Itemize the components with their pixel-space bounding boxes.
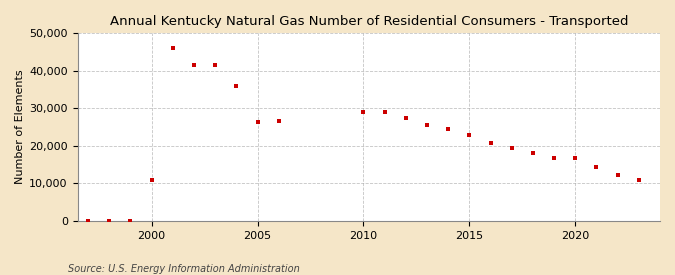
Point: [527, 151, 538, 156]
Point: [231, 84, 242, 88]
Point: [252, 119, 263, 124]
Point: [549, 156, 560, 161]
Point: [125, 219, 136, 223]
Point: [400, 116, 411, 120]
Point: [146, 178, 157, 182]
Point: [83, 219, 94, 223]
Point: [443, 127, 454, 131]
Text: Source: U.S. Energy Information Administration: Source: U.S. Energy Information Administ…: [68, 264, 299, 274]
Point: [591, 164, 602, 169]
Point: [104, 219, 115, 223]
Point: [188, 63, 199, 67]
Point: [210, 63, 221, 67]
Point: [379, 110, 390, 114]
Point: [485, 141, 496, 145]
Point: [358, 110, 369, 114]
Point: [422, 123, 433, 128]
Point: [506, 146, 517, 150]
Point: [633, 178, 644, 182]
Point: [273, 119, 284, 123]
Y-axis label: Number of Elements: Number of Elements: [15, 70, 25, 185]
Point: [570, 156, 580, 161]
Point: [464, 133, 475, 137]
Point: [612, 173, 623, 177]
Point: [167, 46, 178, 51]
Title: Annual Kentucky Natural Gas Number of Residential Consumers - Transported: Annual Kentucky Natural Gas Number of Re…: [109, 15, 628, 28]
